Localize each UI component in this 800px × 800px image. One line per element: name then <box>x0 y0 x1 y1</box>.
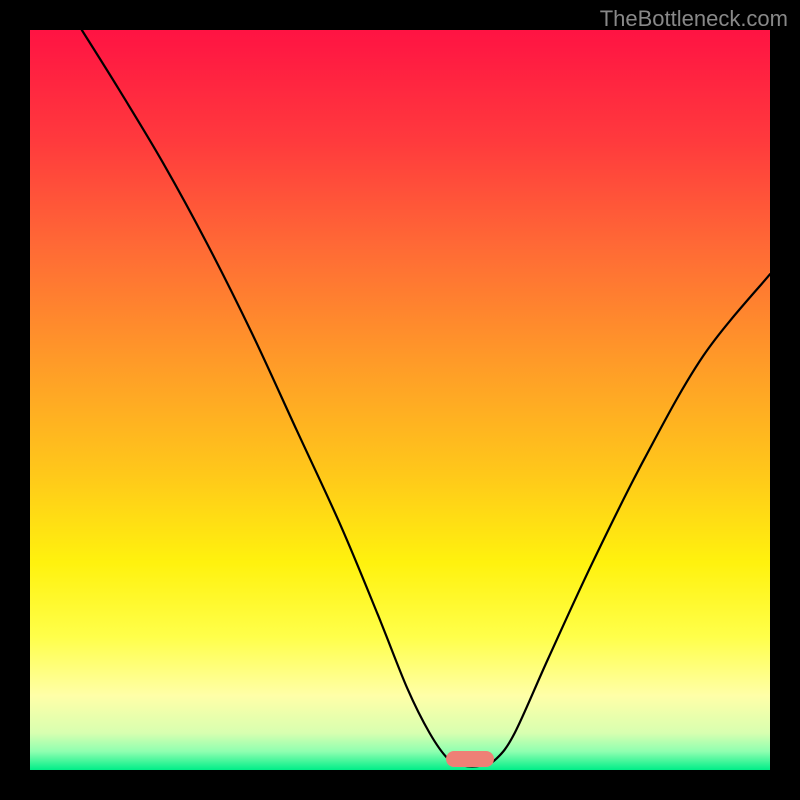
plot-area <box>30 30 770 770</box>
chart-container <box>0 0 800 800</box>
optimal-marker <box>446 751 494 767</box>
bottleneck-curve <box>30 30 770 770</box>
watermark-text: TheBottleneck.com <box>600 6 788 32</box>
